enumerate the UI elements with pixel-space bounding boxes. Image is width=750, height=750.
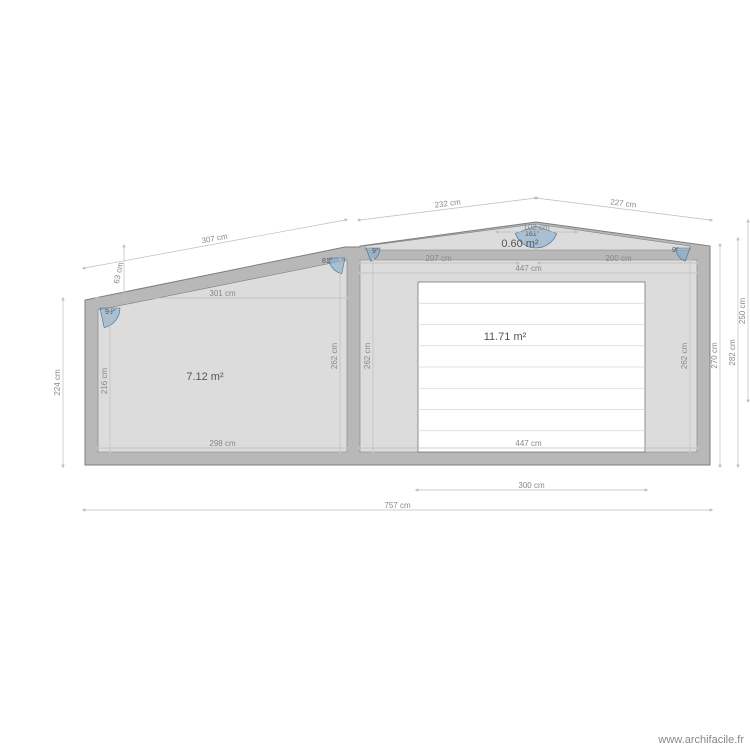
angle-label: 99° xyxy=(105,308,116,316)
plan-svg: 99°81°9°161°9°7.12 m²11.71 m²0.60 m²307 … xyxy=(0,0,750,750)
dim-label: 63 cm xyxy=(112,261,125,285)
dim-label: 447 cm xyxy=(515,439,542,448)
dim-label: 102 cm xyxy=(523,223,550,232)
plan-canvas: { "canvas": { "width": 750, "height": 75… xyxy=(0,0,750,750)
dim-label: 216 cm xyxy=(100,368,109,395)
dim-label: 447 cm xyxy=(515,264,542,273)
dim-label: 307 cm xyxy=(201,232,229,246)
dim-label: 757 cm xyxy=(384,501,411,510)
dim-label: 262 cm xyxy=(363,343,372,370)
area-label-right: 11.71 m² xyxy=(484,331,527,343)
area-label-attic: 0.60 m² xyxy=(501,238,539,250)
dim-label: 262 cm xyxy=(680,343,689,370)
dim-label: 250 cm xyxy=(738,298,747,325)
area-label-left: 7.12 m² xyxy=(186,371,224,383)
dim-label: 301 cm xyxy=(209,289,236,298)
angle-label: 9° xyxy=(672,246,679,254)
dim-label: 200 cm xyxy=(605,254,632,263)
dim-label: 298 cm xyxy=(209,439,236,448)
watermark: www.archifacile.fr xyxy=(658,734,744,746)
dim-label: 224 cm xyxy=(53,369,62,396)
angle-label: 9° xyxy=(372,247,379,255)
dim-label: 207 cm xyxy=(425,254,452,263)
dim-label: 262 cm xyxy=(330,343,339,370)
dim-label: 282 cm xyxy=(728,339,737,366)
dim-label: 270 cm xyxy=(710,342,719,369)
angle-label: 81° xyxy=(322,257,333,265)
dim-label: 300 cm xyxy=(518,481,545,490)
